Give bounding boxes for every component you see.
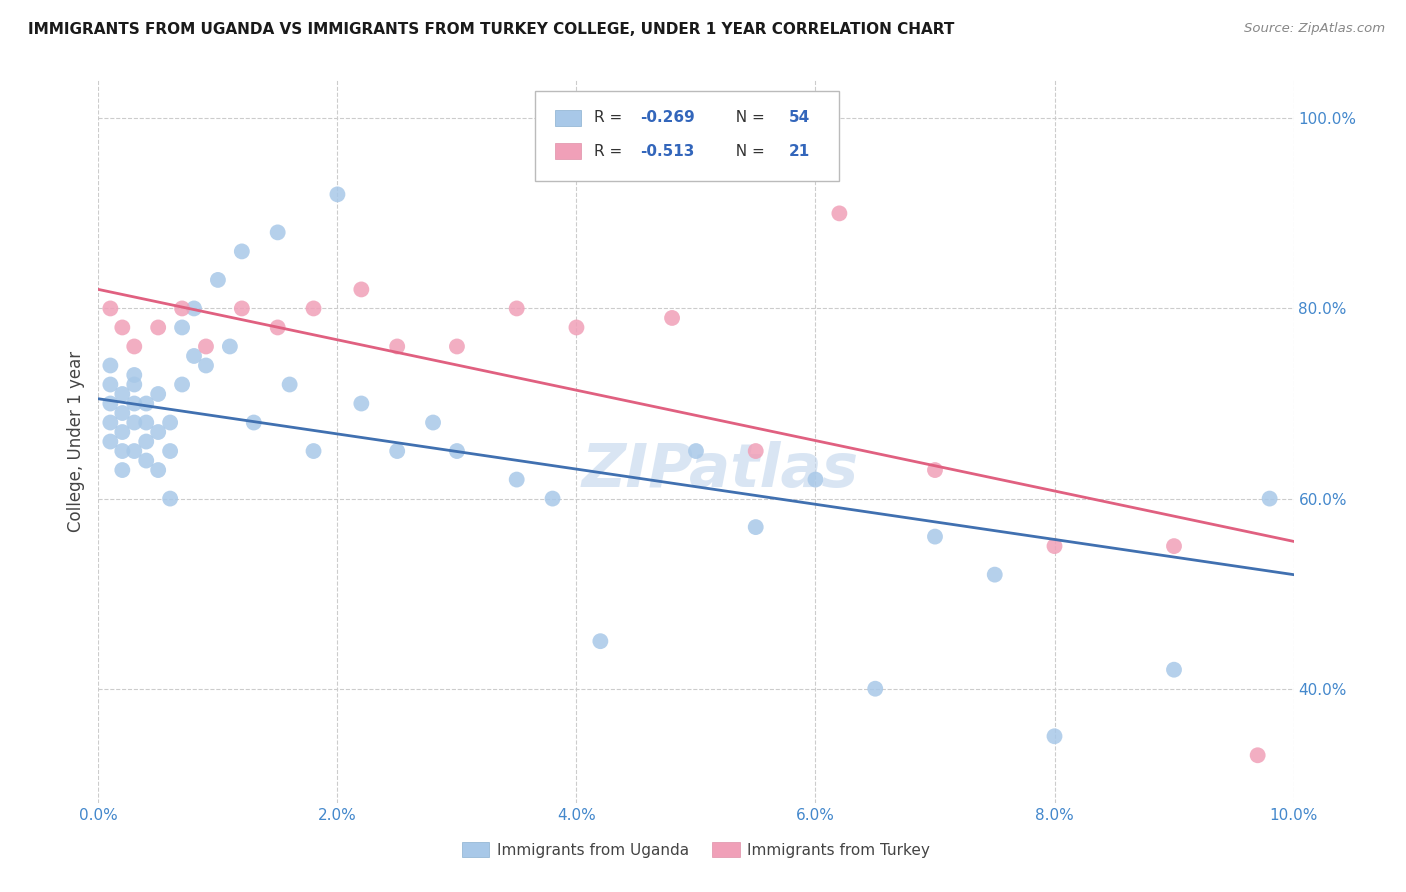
Text: Source: ZipAtlas.com: Source: ZipAtlas.com (1244, 22, 1385, 36)
Point (183, 349, 205, 363)
Point (924, 463, 946, 477)
Point (589, 634, 612, 648)
Point (243, 416, 266, 430)
Point (207, 273, 229, 287)
Point (1258, 491, 1281, 506)
Point (267, 226, 290, 240)
Text: 21: 21 (789, 144, 810, 159)
Point (984, 567, 1007, 582)
Point (135, 396, 157, 410)
Legend: Immigrants from Uganda, Immigrants from Turkey: Immigrants from Uganda, Immigrants from … (456, 836, 936, 863)
Text: -0.269: -0.269 (640, 111, 695, 126)
Point (172, 377, 194, 392)
Point (124, 368, 146, 382)
Point (111, 406, 134, 420)
Y-axis label: College, Under 1 year: College, Under 1 year (66, 351, 84, 533)
FancyBboxPatch shape (555, 110, 581, 126)
Point (135, 453, 157, 467)
Point (124, 339, 146, 353)
Point (1247, 748, 1270, 763)
Point (350, 396, 373, 410)
Point (98, 434, 122, 449)
Point (183, 301, 205, 316)
Point (148, 320, 170, 334)
Point (661, 310, 683, 325)
Point (195, 359, 218, 373)
Point (446, 339, 468, 353)
Point (446, 444, 468, 458)
Point (267, 320, 290, 334)
Point (385, 339, 409, 353)
FancyBboxPatch shape (555, 143, 581, 159)
Point (111, 463, 134, 477)
Point (159, 491, 181, 506)
Point (302, 444, 325, 458)
Point (98, 396, 122, 410)
Point (231, 301, 253, 316)
Point (350, 282, 373, 296)
Point (111, 320, 134, 334)
Text: R =: R = (595, 144, 627, 159)
Point (111, 425, 134, 439)
Point (231, 244, 253, 259)
FancyBboxPatch shape (534, 91, 839, 181)
Point (98, 359, 122, 373)
Point (506, 473, 529, 487)
Point (111, 444, 134, 458)
Point (385, 444, 409, 458)
Point (1163, 539, 1185, 553)
Point (172, 301, 194, 316)
Point (685, 444, 707, 458)
Point (1043, 729, 1066, 743)
Point (124, 377, 146, 392)
Point (135, 434, 157, 449)
Point (219, 339, 242, 353)
Point (148, 425, 170, 439)
Text: R =: R = (595, 111, 627, 126)
Point (924, 530, 946, 544)
Point (124, 444, 146, 458)
Text: N =: N = (725, 144, 769, 159)
Point (98, 301, 122, 316)
Point (148, 387, 170, 401)
Point (1043, 539, 1066, 553)
Point (159, 444, 181, 458)
Point (565, 320, 588, 334)
Point (98, 377, 122, 392)
Point (195, 339, 218, 353)
Point (124, 396, 146, 410)
Point (111, 387, 134, 401)
Point (804, 473, 827, 487)
Point (159, 416, 181, 430)
Text: IMMIGRANTS FROM UGANDA VS IMMIGRANTS FROM TURKEY COLLEGE, UNDER 1 YEAR CORRELATI: IMMIGRANTS FROM UGANDA VS IMMIGRANTS FRO… (28, 22, 955, 37)
Point (422, 416, 444, 430)
Point (124, 416, 146, 430)
Point (135, 416, 157, 430)
Text: 54: 54 (789, 111, 810, 126)
Point (541, 491, 564, 506)
Point (98, 416, 122, 430)
Text: N =: N = (725, 111, 769, 126)
Point (828, 206, 851, 220)
Point (302, 301, 325, 316)
Point (1163, 663, 1185, 677)
Text: ZIPatlas: ZIPatlas (581, 441, 859, 500)
Point (865, 681, 887, 696)
Point (745, 520, 768, 534)
Text: -0.513: -0.513 (640, 144, 695, 159)
Point (745, 444, 768, 458)
Point (506, 301, 529, 316)
Point (172, 320, 194, 334)
Point (148, 463, 170, 477)
Point (278, 377, 301, 392)
Point (326, 187, 349, 202)
